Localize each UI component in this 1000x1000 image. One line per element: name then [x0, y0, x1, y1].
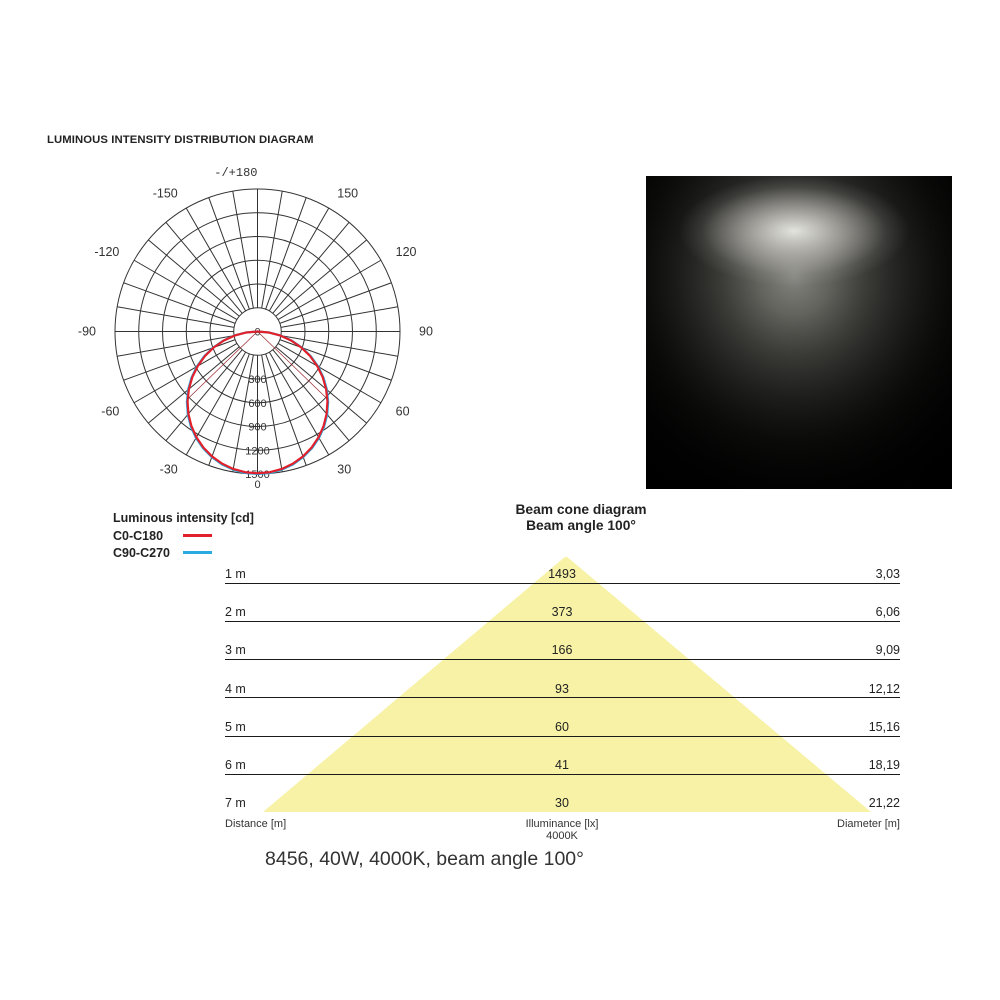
svg-text:-150: -150	[153, 186, 178, 200]
svg-text:-120: -120	[94, 245, 119, 259]
svg-text:60: 60	[396, 404, 410, 418]
svg-text:30: 30	[337, 463, 351, 477]
svg-text:120: 120	[396, 245, 417, 259]
svg-text:-30: -30	[160, 463, 178, 477]
svg-text:600: 600	[248, 398, 266, 410]
svg-text:0: 0	[254, 479, 260, 491]
svg-text:90: 90	[419, 325, 433, 339]
svg-text:150: 150	[337, 186, 358, 200]
svg-text:900: 900	[248, 422, 266, 434]
svg-text:-/+180: -/+180	[214, 166, 257, 180]
svg-text:300: 300	[248, 374, 266, 386]
svg-text:-90: -90	[78, 325, 96, 339]
svg-text:-60: -60	[101, 404, 119, 418]
svg-text:1200: 1200	[245, 445, 269, 457]
